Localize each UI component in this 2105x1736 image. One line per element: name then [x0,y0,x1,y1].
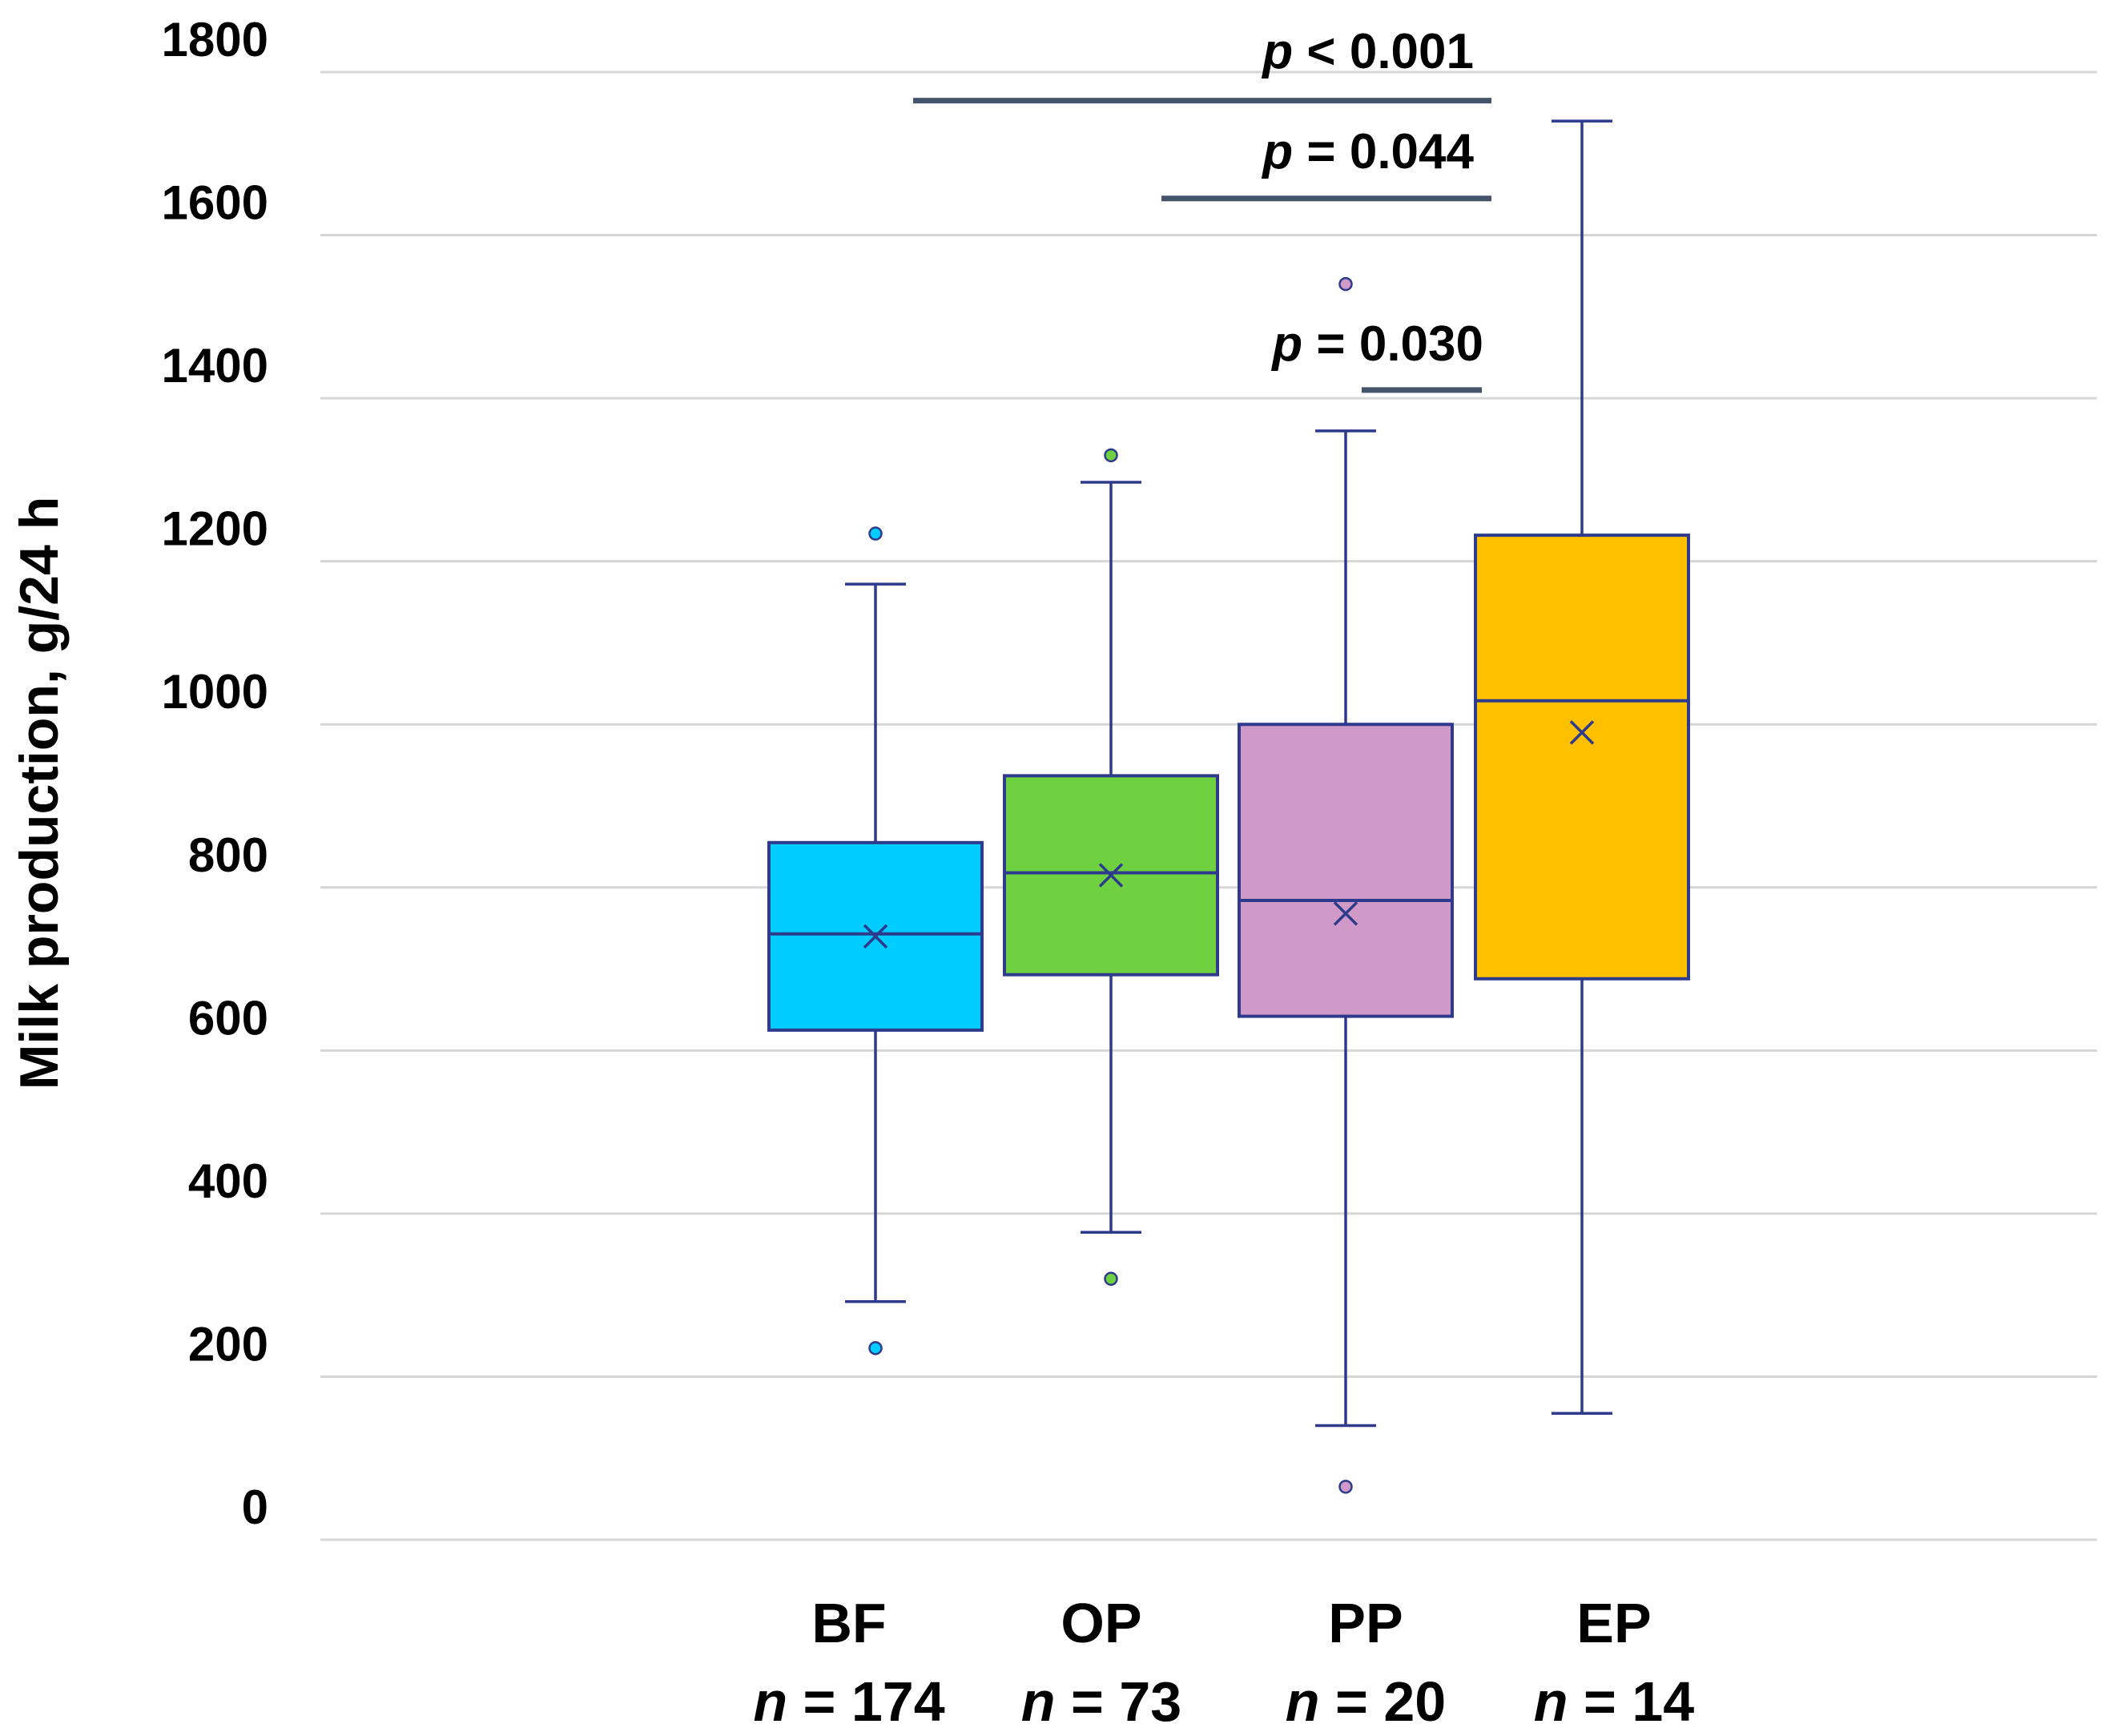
outlier-point [868,526,883,541]
outlier-point [1104,448,1118,463]
p-value-label: p < 0.001 [1261,24,1474,79]
box-layer [767,119,1690,1494]
mean-marker [1333,901,1358,926]
sample-size-label: n = 20 [1286,1670,1446,1733]
y-tick-label: 600 [188,991,268,1045]
n-symbol: n [1534,1670,1568,1733]
n-value: 20 [1383,1670,1446,1733]
n-equals: = [1568,1670,1632,1733]
y-tick-label: 400 [188,1154,268,1208]
outlier-point [1338,1480,1353,1494]
p-relation: < [1293,24,1350,79]
y-tick-label: 1400 [162,339,268,393]
y-axis-title: Milk production, g/24 h [9,497,70,1090]
category-label-pp: PP [1328,1592,1403,1654]
y-tick-label: 800 [188,828,268,882]
p-symbol: p [1261,24,1293,79]
category-label-bf: BF [811,1592,886,1654]
y-tick-label: 0 [242,1480,268,1534]
n-value: 174 [851,1670,945,1733]
significance-bracket: p < 0.001 [913,24,1491,104]
p-value: 0.030 [1359,316,1483,372]
outlier-point [868,1341,883,1355]
iqr-box [1474,534,1690,981]
significance-bracket: p = 0.030 [1270,316,1483,393]
sample-size-label: n = 14 [1534,1670,1694,1733]
sample-size-label: n = 73 [1021,1670,1181,1733]
n-equals: = [787,1670,851,1733]
p-value: 0.044 [1350,124,1475,179]
p-value-label: p = 0.044 [1261,124,1474,179]
p-symbol: p [1261,124,1293,179]
n-symbol: n [1286,1670,1320,1733]
n-equals: = [1056,1670,1120,1733]
y-tick-label: 200 [188,1317,268,1371]
significance-bracket: p = 0.044 [1161,124,1491,202]
n-value: 73 [1119,1670,1181,1733]
p-value: 0.001 [1350,24,1474,79]
y-axis-ticks: 0 200 400 600 800 1000 1200 1400 1600 1800 [162,13,268,1534]
category-label-op: OP [1061,1592,1141,1654]
mean-marker [863,924,888,949]
box-group-ep [1474,119,1690,1415]
y-tick-label: 1800 [162,13,268,66]
y-tick-label: 1200 [162,502,268,556]
y-tick-label: 1000 [162,665,268,719]
box-group-op [1003,448,1219,1287]
box-group-bf [767,526,984,1355]
outlier-point [1338,276,1353,292]
mean-marker [1098,863,1124,888]
sample-size-label: n = 174 [753,1670,944,1733]
n-value: 14 [1632,1670,1694,1733]
category-label-ep: EP [1576,1592,1651,1654]
outlier-point [1104,1271,1118,1287]
mean-marker [1569,720,1595,745]
box-group-pp [1238,276,1454,1494]
p-value-label: p = 0.030 [1270,316,1483,372]
p-relation: = [1293,124,1350,179]
n-symbol: n [753,1670,787,1733]
n-symbol: n [1021,1670,1056,1733]
p-relation: = [1302,316,1359,372]
n-equals: = [1320,1670,1384,1733]
y-tick-label: 1600 [162,176,268,230]
p-symbol: p [1270,316,1302,372]
iqr-box [1238,723,1454,1018]
